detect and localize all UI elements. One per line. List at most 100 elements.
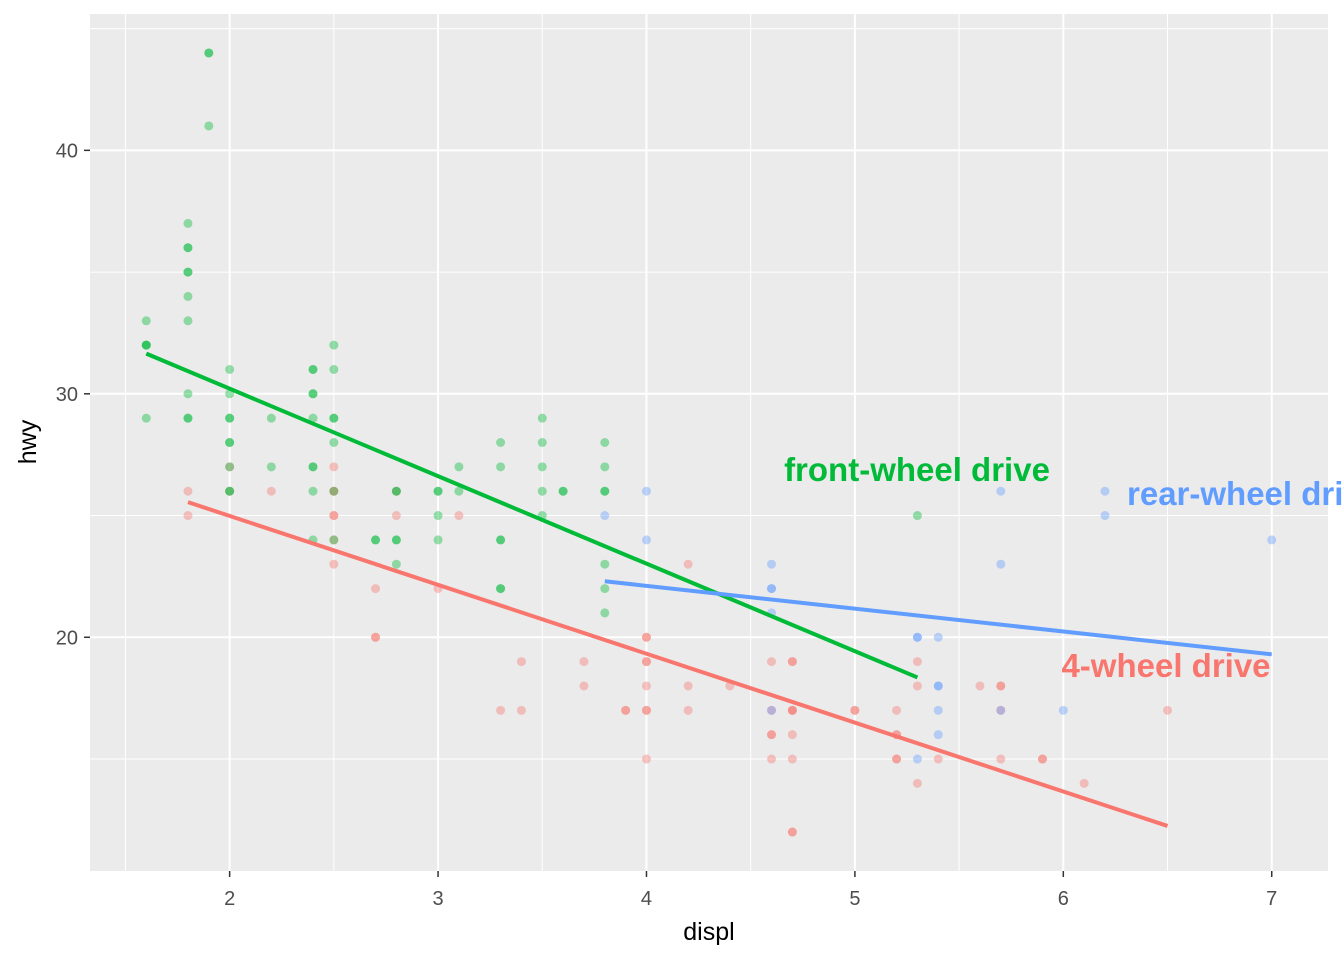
data-point	[225, 413, 235, 423]
data-point	[329, 535, 339, 545]
data-point	[266, 462, 276, 472]
data-point	[892, 705, 902, 715]
data-point	[1163, 705, 1173, 715]
data-point	[329, 535, 339, 545]
data-point	[912, 657, 922, 667]
data-point	[308, 462, 318, 472]
data-point	[767, 730, 777, 740]
data-point	[912, 754, 922, 764]
data-point	[496, 705, 506, 715]
series-annotations: front-wheel drive rear-wheel drive 4-wheel…	[784, 451, 1344, 684]
data-point	[933, 730, 943, 740]
x-axis-title: displ	[683, 918, 734, 946]
data-point	[308, 462, 318, 472]
data-point	[683, 705, 693, 715]
data-point	[537, 486, 547, 496]
data-point	[433, 535, 443, 545]
data-point	[454, 486, 464, 496]
x-tick-label: 7	[1266, 888, 1277, 910]
data-point	[266, 486, 276, 496]
data-point	[912, 632, 922, 642]
data-point	[912, 632, 922, 642]
data-point	[183, 267, 193, 277]
series-annotation: rear-wheel drive	[1127, 475, 1344, 512]
x-tick-label: 4	[641, 888, 652, 910]
data-point	[537, 438, 547, 447]
data-point	[912, 778, 922, 788]
y-tick-label: 20	[56, 627, 78, 649]
data-point	[266, 413, 276, 423]
data-point	[787, 827, 797, 837]
data-point	[892, 754, 902, 764]
data-point	[141, 316, 151, 326]
data-point	[391, 535, 401, 545]
data-point	[371, 632, 381, 642]
data-point	[204, 48, 214, 58]
data-point	[767, 730, 777, 740]
x-tick-label: 2	[224, 888, 235, 910]
y-tick-label: 30	[56, 384, 78, 406]
data-point	[391, 486, 401, 496]
data-point	[996, 705, 1006, 715]
data-point	[537, 462, 547, 472]
data-point	[329, 486, 339, 496]
data-point	[975, 681, 985, 691]
data-point	[433, 511, 443, 521]
data-point	[183, 389, 193, 399]
data-point	[204, 121, 214, 131]
data-point	[496, 462, 506, 472]
data-point	[496, 584, 506, 594]
data-point	[767, 754, 777, 764]
data-point	[600, 486, 610, 496]
data-point	[496, 535, 506, 545]
data-point	[996, 681, 1006, 691]
data-point	[1267, 535, 1277, 545]
data-point	[912, 681, 922, 691]
data-point	[433, 486, 443, 496]
data-point	[600, 608, 610, 618]
data-point	[579, 657, 589, 667]
data-point	[641, 632, 651, 642]
fit-line	[187, 500, 1169, 828]
data-points	[141, 48, 1277, 837]
data-point	[516, 705, 526, 715]
data-point	[787, 705, 797, 715]
data-point	[1100, 511, 1110, 521]
data-point	[371, 632, 381, 642]
axis-ticks: 2 3 4 5 6 7 20 30 40	[56, 140, 1278, 910]
y-tick-label: 40	[56, 140, 78, 162]
data-point	[600, 486, 610, 496]
data-point	[225, 413, 235, 423]
data-point	[329, 486, 339, 496]
data-point	[308, 389, 318, 399]
data-point	[225, 438, 235, 447]
data-point	[329, 438, 339, 447]
data-point	[1058, 705, 1068, 715]
data-point	[308, 413, 318, 423]
data-point	[225, 438, 235, 447]
data-point	[600, 462, 610, 472]
data-point	[1079, 778, 1089, 788]
y-axis-title: hwy	[14, 419, 42, 464]
data-point	[141, 340, 151, 350]
data-point	[496, 584, 506, 594]
data-point	[600, 584, 610, 594]
data-point	[329, 559, 339, 569]
data-point	[558, 486, 568, 496]
data-point	[767, 559, 777, 569]
data-point	[683, 559, 693, 569]
data-point	[641, 681, 651, 691]
data-point	[641, 632, 651, 642]
data-point	[996, 681, 1006, 691]
data-point	[204, 48, 214, 58]
data-point	[767, 705, 777, 715]
data-point	[767, 584, 777, 594]
major-gridlines	[90, 14, 1328, 871]
data-point	[183, 413, 193, 423]
data-point	[621, 705, 631, 715]
x-tick-label: 3	[432, 888, 443, 910]
data-point	[933, 681, 943, 691]
data-point	[183, 291, 193, 301]
data-point	[329, 511, 339, 521]
